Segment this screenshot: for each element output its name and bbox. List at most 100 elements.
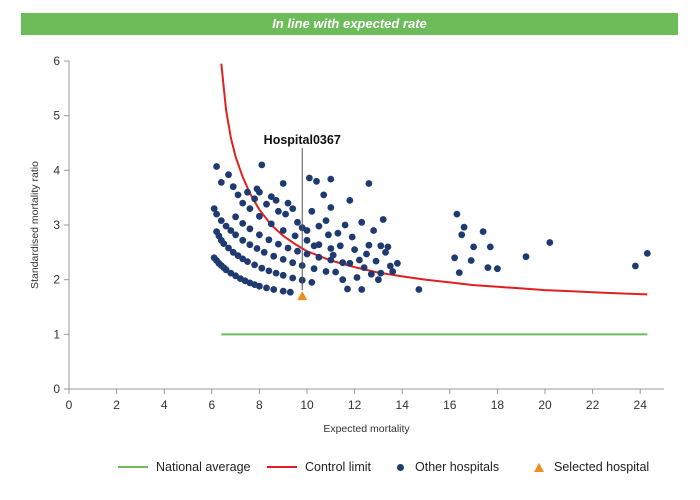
hospital-point	[282, 210, 289, 218]
hospital-point	[344, 285, 351, 293]
hospital-point	[327, 204, 335, 211]
y-tick-label: 2	[53, 273, 60, 287]
hospital-point	[232, 231, 240, 239]
hospital-point	[253, 245, 261, 252]
x-tick-label: 20	[538, 398, 552, 412]
hospital-point	[322, 217, 330, 225]
hospital-point	[246, 205, 254, 213]
hospital-point	[294, 218, 301, 226]
hospital-point	[479, 228, 487, 236]
hospital-point	[353, 274, 361, 281]
hospital-point	[291, 232, 299, 240]
legend-selected-swatch	[534, 462, 544, 472]
hospital-point	[272, 197, 280, 204]
hospital-point	[310, 242, 318, 250]
hospital-point	[286, 288, 294, 296]
hospital-point	[256, 231, 263, 239]
hospital-point	[394, 259, 401, 267]
hospital-point	[467, 257, 475, 264]
hospital-point	[258, 264, 266, 272]
hospital-point	[263, 284, 270, 292]
reference-lines	[220, 63, 648, 336]
hospital-point	[217, 217, 225, 225]
legend-national-label: National average	[156, 460, 251, 474]
hospital-point	[341, 221, 349, 229]
legend-other-hospitals[interactable]: Other hospitals	[393, 460, 499, 474]
x-tick-label: 18	[491, 398, 505, 412]
y-tick-label: 3	[53, 218, 60, 232]
hospital-point	[279, 227, 287, 234]
legend-other-swatch	[397, 463, 404, 471]
hospital-point	[279, 256, 287, 263]
hospital-point	[239, 220, 247, 227]
hospital-point	[486, 243, 494, 251]
hospital-point	[251, 195, 258, 203]
hospital-point	[294, 247, 301, 255]
hospital-point	[494, 265, 501, 273]
hospital-point	[303, 236, 311, 244]
hospital-point	[229, 248, 237, 256]
hospital-point	[322, 268, 330, 275]
control-limit-curve	[220, 63, 648, 296]
hospital-point	[246, 225, 254, 233]
hospital-point	[289, 205, 297, 213]
x-tick-label: 8	[256, 398, 263, 412]
hospital-point	[332, 268, 339, 276]
hospital-point	[370, 227, 377, 234]
hospital-point	[339, 276, 347, 284]
hospital-point	[386, 262, 394, 270]
hospital-point	[246, 241, 254, 249]
hospital-point	[260, 248, 268, 256]
hospital-point	[213, 163, 221, 170]
hospital-point	[365, 241, 373, 249]
x-tick-label: 14	[396, 398, 410, 412]
hospital-point	[308, 207, 316, 215]
hospital-point	[372, 257, 380, 265]
hospital-point	[377, 242, 385, 250]
hospital-point	[213, 210, 221, 218]
hospital-point	[327, 175, 335, 183]
hospital-point	[375, 276, 382, 284]
hospital-point	[458, 231, 466, 239]
hospital-point	[270, 252, 278, 260]
hospital-point	[258, 161, 266, 169]
x-tick-label: 6	[208, 398, 215, 412]
hospital-point	[310, 265, 318, 273]
hospital-point	[275, 240, 282, 248]
hospital-point	[225, 171, 232, 179]
hospital-point	[484, 264, 492, 271]
x-tick-label: 10	[300, 398, 314, 412]
hospital-point	[336, 242, 344, 250]
hospital-point	[522, 253, 530, 261]
hospital-point	[227, 227, 235, 234]
legend-national-average[interactable]: National average	[118, 460, 251, 474]
legend-control-limit[interactable]: Control limit	[267, 460, 371, 474]
legend: National average Control limit Other hos…	[0, 456, 700, 480]
hospital-point	[232, 213, 240, 221]
legend-selected-hospital[interactable]: Selected hospital	[531, 460, 649, 474]
hospital-point	[244, 258, 251, 265]
y-axis-label: Standardised mortality ratio	[29, 161, 41, 289]
hospital-point	[284, 244, 292, 252]
x-tick-label: 0	[66, 398, 73, 412]
hospital-point	[289, 274, 297, 282]
hospital-point	[234, 191, 242, 199]
annotations: Hospital0367	[264, 133, 341, 301]
legend-other-label: Other hospitals	[415, 460, 500, 474]
hospital-point	[358, 218, 366, 226]
hospital-point	[384, 243, 392, 251]
hospital-point	[265, 267, 273, 275]
scatter-points	[210, 161, 651, 296]
hospital-point	[348, 233, 356, 241]
hospital-point	[325, 231, 332, 239]
legend-national-swatch	[118, 466, 148, 468]
hospital-point	[289, 259, 297, 267]
hospital-point	[632, 262, 639, 270]
hospital-point	[356, 256, 363, 264]
hospital-point	[351, 246, 358, 254]
hospital-point	[389, 268, 397, 275]
hospital-point	[367, 270, 375, 278]
hospital-point	[251, 261, 258, 269]
hospital-point	[272, 269, 280, 277]
